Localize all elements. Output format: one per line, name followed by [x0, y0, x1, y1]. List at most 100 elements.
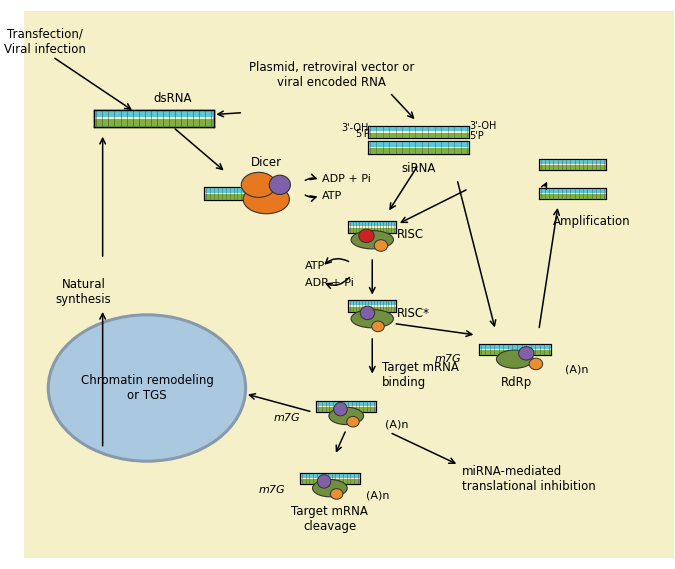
Text: ATP: ATP [305, 261, 325, 271]
Bar [539, 188, 606, 199]
FancyArrowPatch shape [325, 258, 348, 263]
Ellipse shape [351, 310, 394, 328]
Bar [539, 159, 606, 170]
Ellipse shape [269, 175, 290, 195]
Text: m7G: m7G [434, 354, 461, 364]
Text: Target mRNA
binding: Target mRNA binding [382, 361, 459, 389]
Ellipse shape [333, 402, 347, 416]
FancyArrowPatch shape [336, 432, 345, 451]
FancyArrowPatch shape [396, 324, 472, 336]
Bar [348, 307, 396, 312]
Text: RISC*: RISC* [398, 307, 430, 320]
Text: Dicer: Dicer [251, 156, 282, 170]
Text: ADP + Pi: ADP + Pi [305, 278, 354, 288]
Bar [94, 110, 214, 117]
FancyArrowPatch shape [369, 260, 375, 293]
FancyArrowPatch shape [390, 167, 417, 209]
Text: RISC: RISC [398, 228, 425, 241]
Bar [205, 187, 267, 193]
Bar [348, 228, 396, 233]
Bar [368, 148, 469, 154]
Bar [368, 126, 469, 131]
FancyArrowPatch shape [326, 278, 349, 288]
Bar [300, 473, 360, 484]
FancyArrowPatch shape [250, 394, 310, 411]
Bar [539, 188, 606, 193]
Bar [317, 401, 376, 412]
Bar [368, 141, 469, 154]
Ellipse shape [313, 480, 347, 497]
FancyArrowPatch shape [539, 209, 560, 328]
Bar [539, 166, 606, 170]
Ellipse shape [529, 358, 543, 370]
FancyArrowPatch shape [100, 314, 105, 446]
Bar [300, 479, 360, 484]
FancyArrowPatch shape [305, 195, 316, 201]
Text: miRNA-mediated
translational inhibition: miRNA-mediated translational inhibition [462, 465, 595, 493]
Ellipse shape [241, 172, 276, 197]
Bar [348, 221, 396, 226]
Ellipse shape [374, 240, 387, 251]
Text: 5'P: 5'P [470, 131, 484, 141]
Ellipse shape [317, 475, 331, 488]
FancyArrowPatch shape [541, 183, 547, 189]
Ellipse shape [372, 321, 384, 332]
Bar [348, 300, 396, 306]
Text: 5'P: 5'P [356, 129, 371, 139]
Ellipse shape [48, 315, 246, 461]
Bar [300, 473, 360, 478]
Ellipse shape [518, 347, 534, 360]
Bar [479, 344, 551, 355]
Ellipse shape [329, 407, 364, 424]
Text: Transfection/
Viral infection: Transfection/ Viral infection [4, 28, 86, 56]
Text: dsRNA: dsRNA [154, 92, 192, 105]
FancyArrowPatch shape [218, 111, 240, 117]
Bar [317, 407, 376, 412]
Text: (A)n: (A)n [565, 365, 589, 375]
Text: Target mRNA
cleavage: Target mRNA cleavage [292, 505, 369, 534]
Text: RdRp: RdRp [501, 377, 533, 389]
Ellipse shape [243, 185, 290, 214]
FancyArrowPatch shape [458, 182, 495, 326]
Text: m7G: m7G [259, 485, 286, 495]
Text: (A)n: (A)n [385, 419, 408, 430]
Bar [317, 401, 376, 406]
Bar [348, 221, 396, 233]
Ellipse shape [359, 229, 374, 242]
Bar [368, 141, 469, 147]
Bar [539, 194, 606, 199]
Bar [205, 187, 267, 200]
FancyArrowPatch shape [392, 94, 414, 118]
Bar [94, 110, 214, 126]
Text: Natural
synthesis: Natural synthesis [55, 278, 111, 306]
Text: 3'-OH: 3'-OH [341, 123, 369, 133]
Ellipse shape [351, 230, 394, 249]
Text: 3'-OH: 3'-OH [470, 121, 497, 131]
Ellipse shape [330, 489, 343, 499]
FancyArrowPatch shape [392, 434, 455, 463]
FancyBboxPatch shape [20, 7, 675, 562]
Text: ADP + Pi: ADP + Pi [322, 174, 371, 184]
Bar [368, 126, 469, 138]
Bar [348, 300, 396, 312]
Text: m7G: m7G [273, 413, 300, 423]
Text: Plasmid, retroviral vector or
viral encoded RNA: Plasmid, retroviral vector or viral enco… [249, 61, 414, 89]
Bar [94, 119, 214, 126]
FancyArrowPatch shape [369, 339, 375, 372]
Text: (A)n: (A)n [367, 491, 390, 501]
Text: Chromatin remodeling
or TGS: Chromatin remodeling or TGS [80, 374, 213, 402]
Ellipse shape [360, 306, 375, 320]
Text: Amplification: Amplification [553, 215, 630, 228]
Bar [479, 350, 551, 355]
Bar [539, 159, 606, 164]
Ellipse shape [496, 350, 533, 368]
FancyArrowPatch shape [175, 129, 223, 170]
Text: ATP: ATP [322, 191, 342, 201]
Bar [368, 133, 469, 138]
Bar [205, 194, 267, 200]
FancyArrowPatch shape [100, 138, 105, 256]
Ellipse shape [347, 417, 359, 427]
FancyArrowPatch shape [55, 59, 131, 109]
Text: siRNA: siRNA [401, 162, 435, 175]
FancyArrowPatch shape [401, 190, 466, 222]
